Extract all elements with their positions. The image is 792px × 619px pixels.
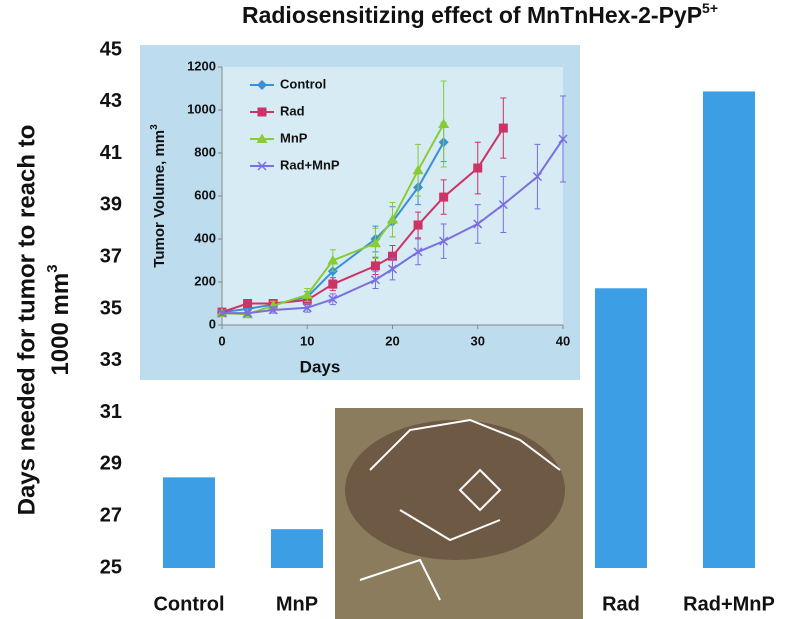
y-tick-label: 27 bbox=[100, 504, 122, 526]
y-tick-label: 33 bbox=[100, 349, 122, 371]
x-tick-label: MnP bbox=[276, 593, 318, 615]
inset-plot-area bbox=[222, 67, 563, 325]
marker bbox=[257, 161, 267, 171]
y-label-superscript: 3 bbox=[44, 264, 61, 272]
title-text: Radiosensitizing effect of MnTnHex-2-PyP bbox=[242, 2, 702, 28]
y-tick-label: 29 bbox=[100, 453, 122, 475]
marker bbox=[438, 118, 450, 128]
y-tick-label: 400 bbox=[194, 230, 216, 245]
y-label-superscript: 3 bbox=[149, 124, 160, 130]
x-tick-label: 0 bbox=[218, 333, 225, 348]
marker bbox=[413, 220, 423, 230]
marker bbox=[370, 261, 380, 271]
marker bbox=[217, 308, 227, 318]
marker bbox=[387, 264, 398, 274]
marker bbox=[369, 237, 381, 248]
marker bbox=[370, 275, 380, 285]
marker bbox=[439, 192, 449, 202]
marker bbox=[327, 255, 339, 265]
y-tick-label: 600 bbox=[194, 187, 216, 202]
y-tick-label: 35 bbox=[100, 297, 122, 319]
molecule-lines bbox=[359, 418, 561, 601]
y-axis-title: Days needed for tumor to reach to 1000 m… bbox=[13, 125, 74, 516]
marker bbox=[473, 219, 483, 229]
marker bbox=[387, 214, 398, 224]
x-axis-title: Days bbox=[300, 357, 341, 376]
marker bbox=[412, 164, 424, 175]
marker bbox=[532, 172, 542, 182]
y-tick-label: 800 bbox=[194, 144, 216, 159]
x-tick-label: 40 bbox=[556, 333, 570, 348]
marker bbox=[243, 299, 253, 308]
y-tick-label: 0 bbox=[209, 316, 216, 331]
y-tick-label: 1200 bbox=[187, 58, 216, 73]
legend-label: MnP bbox=[280, 130, 308, 145]
brain-image bbox=[335, 408, 583, 619]
y-tick-label: 45 bbox=[100, 38, 122, 60]
x-tick-label: Rad+MnP bbox=[683, 593, 775, 615]
brain-shape bbox=[345, 420, 565, 560]
marker bbox=[439, 236, 449, 246]
y-label-line: Days needed for tumor to reach to bbox=[13, 125, 40, 516]
marker bbox=[388, 251, 397, 261]
bar bbox=[271, 529, 323, 568]
y-tick-label: 200 bbox=[194, 273, 216, 288]
y-label-text: 1000 mm bbox=[47, 273, 74, 376]
y-tick-label: 41 bbox=[100, 142, 122, 164]
y-tick-label: 1000 bbox=[187, 101, 216, 116]
marker bbox=[558, 134, 568, 144]
x-tick-label: 30 bbox=[471, 333, 485, 348]
marker bbox=[302, 303, 312, 313]
bar bbox=[703, 91, 755, 568]
y-axis-title: Tumor Volume, mm3 bbox=[149, 124, 168, 268]
y-tick-label: 25 bbox=[100, 556, 122, 578]
marker bbox=[413, 247, 423, 257]
legend-label: Rad bbox=[280, 103, 305, 118]
marker bbox=[257, 107, 267, 117]
inset-plot: Days Tumor Volume, mm3 02004006008001000… bbox=[149, 58, 571, 376]
main-plot: 25 27 29 31 33 35 37 39 41 43 45 Control MnP Rad Rad+M… bbox=[100, 38, 775, 615]
marker bbox=[328, 279, 338, 289]
title-superscript: 5+ bbox=[702, 0, 718, 16]
marker bbox=[268, 305, 278, 315]
marker bbox=[243, 308, 253, 318]
legend-label: Control bbox=[280, 76, 326, 91]
marker bbox=[498, 123, 508, 133]
legend-label: Rad+MnP bbox=[280, 157, 340, 172]
x-tick-label: 20 bbox=[385, 333, 399, 348]
chart-title: Radiosensitizing effect of MnTnHex-2-PyP… bbox=[242, 0, 718, 28]
y-tick-label: 37 bbox=[100, 245, 122, 267]
marker bbox=[256, 133, 268, 143]
y-label-text: Tumor Volume, mm bbox=[151, 130, 168, 268]
y-tick-label: 31 bbox=[100, 401, 122, 423]
bar bbox=[163, 477, 215, 568]
x-tick-label: Control bbox=[153, 593, 224, 615]
y-label-line: 1000 mm3 bbox=[44, 264, 74, 375]
bar bbox=[595, 288, 647, 568]
y-tick-label: 43 bbox=[100, 90, 122, 112]
x-tick-label: 10 bbox=[300, 333, 314, 348]
marker bbox=[473, 163, 483, 173]
marker bbox=[257, 80, 267, 90]
marker bbox=[498, 200, 508, 210]
x-tick-label: Rad bbox=[602, 593, 640, 615]
y-tick-label: 39 bbox=[100, 194, 122, 216]
marker bbox=[301, 289, 313, 299]
marker bbox=[328, 294, 338, 304]
